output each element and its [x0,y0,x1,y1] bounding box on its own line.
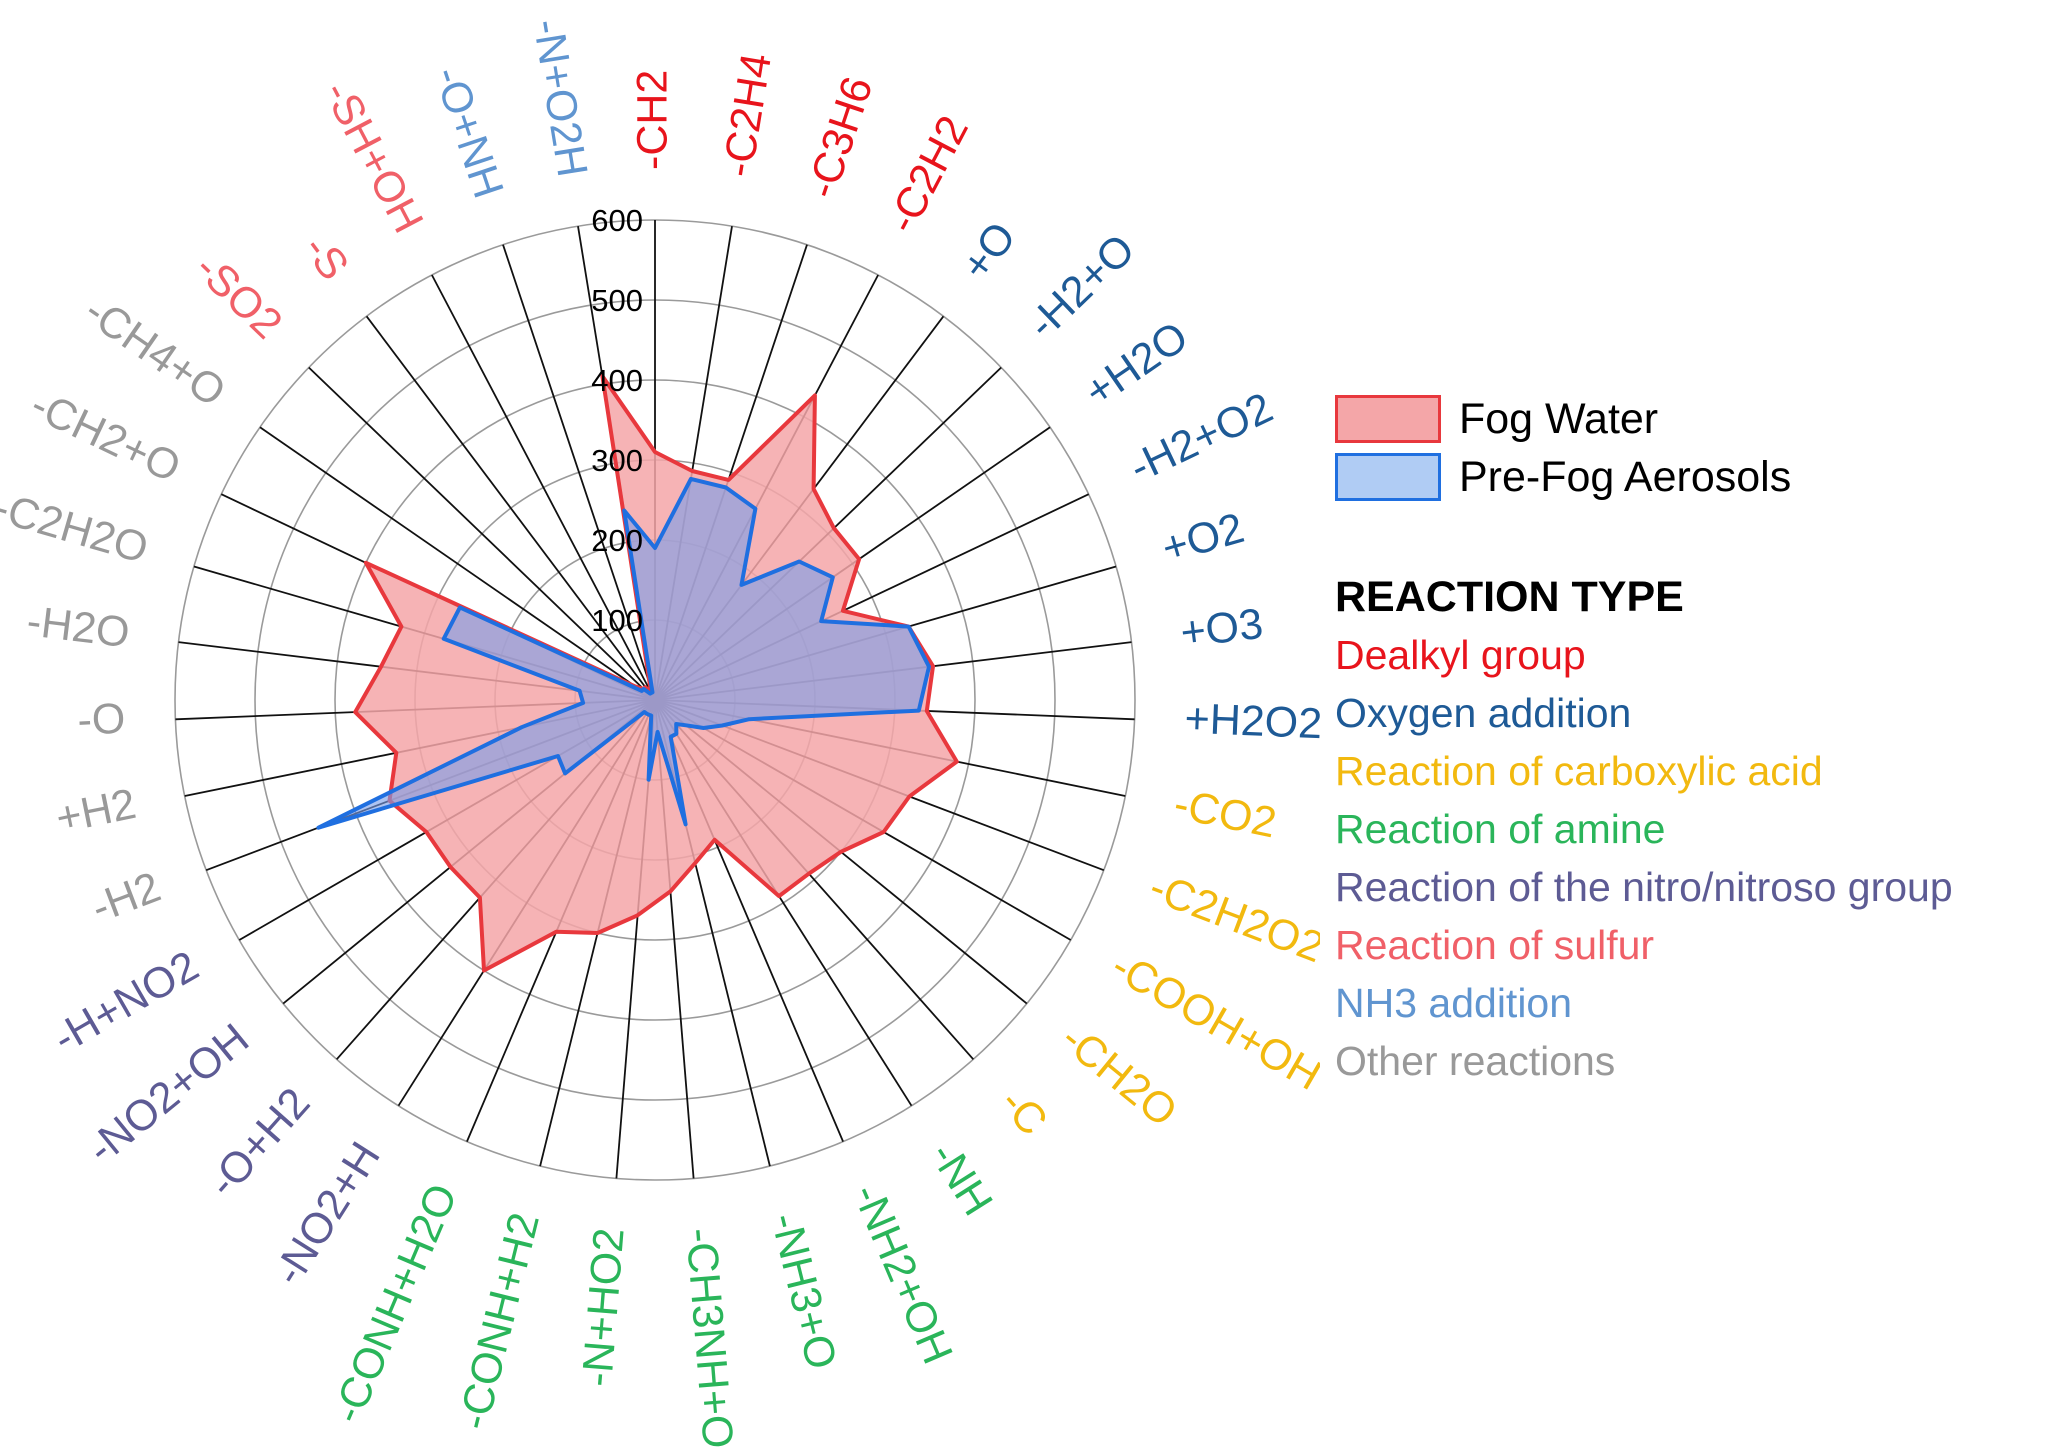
reaction-type-nitro: Reaction of the nitro/nitroso group [1335,858,2055,916]
reaction-type-dealkyl: Dealkyl group [1335,626,2055,684]
category-label-3: -C2H2 [878,108,978,240]
category-label-24: -O+H2 [199,1079,320,1207]
legend-label-pre-fog-aerosols: Pre-Fog Aerosols [1459,453,1791,502]
legend-item-fog-water: Fog Water [1335,390,2055,448]
category-label-36: -SH+OH [314,73,433,240]
tick-label-600: 600 [591,203,643,238]
category-label-28: +H2 [52,780,140,843]
category-label-31: -C2H2O [0,483,153,573]
legend-item-pre-fog-aerosols: Pre-Fog Aerosols [1335,448,2055,506]
category-label-2: -C3H6 [798,71,883,204]
category-label-4: +O [952,213,1026,289]
category-label-7: -H2+O2 [1122,384,1280,492]
category-label-29: -O [77,695,127,745]
legend-label-fog-water: Fog Water [1459,395,1658,444]
category-label-1: -C2H4 [714,50,781,180]
tick-label-300: 300 [591,443,643,478]
reaction-type-oxygen: Oxygen addition [1335,684,2055,742]
category-label-19: -CH3NH+OH [676,1226,744,1447]
category-label-32: -CH2+O [23,381,187,492]
tick-label-100: 100 [591,603,643,638]
category-label-8: +O2 [1157,504,1250,573]
tick-label-200: 200 [591,523,643,558]
category-label-30: -H2O [24,597,132,657]
category-label-9: +O3 [1178,600,1266,658]
tick-label-500: 500 [591,283,643,318]
category-label-26: -H+NO2 [45,942,207,1063]
category-label-20: -N+HO2 [573,1226,634,1388]
category-label-18: -NH3+O [761,1208,846,1374]
reaction-type-nh3: NH3 addition [1335,974,2055,1032]
reaction-type-title: REACTION TYPE [1335,568,2055,626]
category-label-16: -NH [920,1134,1001,1224]
reaction-type-carboxylic: Reaction of carboxylic acid [1335,742,2055,800]
legend: Fog Water Pre-Fog Aerosols REACTION TYPE… [1335,390,2055,1090]
category-label-11: -CO2 [1170,780,1280,848]
category-label-33: -CH4+O [76,287,234,417]
category-label-6: +H2O [1076,312,1197,416]
pre-fog-aerosols-swatch [1335,453,1441,501]
category-label-10: +H2O2 [1184,695,1320,749]
fog-water-swatch [1335,395,1441,443]
category-label-27: -H2 [85,863,167,932]
reaction-type-list: Dealkyl group Oxygen addition Reaction of … [1335,626,2055,1090]
tick-label-400: 400 [591,363,643,398]
category-label-0: -CH2 [628,70,676,170]
category-label-38: -N+O2H [523,16,596,181]
category-label-5: -H2+O [1019,225,1144,348]
category-label-15: -C [991,1079,1057,1145]
category-label-21: -CONH+H2 [449,1208,549,1434]
category-label-37: -O+NH [424,61,512,204]
reaction-type-amine: Reaction of amine [1335,800,2055,858]
category-label-17: -NH2+OH [843,1177,962,1371]
reaction-type-other: Other reactions [1335,1032,2055,1090]
category-label-23: -NO2+H [264,1134,390,1294]
category-label-14: -CH2O [1052,1015,1186,1137]
category-label-34: -SO2 [186,244,292,348]
reaction-type-sulfur: Reaction of sulfur [1335,916,2055,974]
category-label-35: -S [294,226,358,289]
category-label-12: -C2H2O2 [1143,863,1320,972]
